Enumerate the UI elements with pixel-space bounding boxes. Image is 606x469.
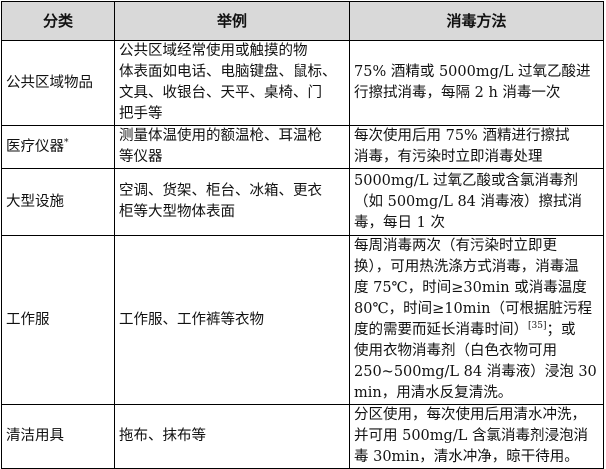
- examples-line: 公共区域经常使用或触摸的物: [119, 43, 308, 59]
- method-line: 分区使用，每次使用后用清水冲洗，: [354, 407, 586, 423]
- table-row: 工作服 工作服、工作裤等衣物 每周消毒两次（有污染时立即更换），可用热洗涤方式消毒，…: [1, 235, 604, 405]
- examples-cell: 工作服、工作裤等衣物: [114, 235, 350, 405]
- method-cell: 75% 酒精或 5000mg/L 过氧乙酸进 行擦拭消毒，每隔 2 h 消毒一次: [349, 40, 604, 126]
- method-line: 行擦拭消毒，每隔 2 h 消毒一次: [354, 85, 561, 101]
- examples-line: 柜等大型物体表面: [119, 204, 235, 220]
- category-text: 工作服: [6, 311, 50, 328]
- examples-line: 等仪器: [119, 149, 163, 165]
- table-row: 清洁用具 拖布、抹布等 分区使用，每次使用后用清水冲洗， 并可用 500mg/L 含氯…: [1, 404, 604, 469]
- examples-line: 体表面如电话、电脑键盘、鼠标、: [119, 64, 337, 80]
- method-cell: 5000mg/L 过氧乙酸或含氯消毒剂 （如 500mg/L 84 消毒液）擦拭消…: [349, 168, 604, 236]
- category-text: 大型设施: [6, 193, 64, 210]
- category-cell: 公共区域物品: [1, 40, 115, 126]
- examples-cell: 空调、货架、柜台、冰箱、更衣 柜等大型物体表面: [114, 168, 350, 236]
- method-cell: 每次使用后用 75% 酒精进行擦拭 消毒，有污染时立即消毒处理: [349, 125, 604, 169]
- method-line: 5000mg/L 过氧乙酸或含氯消毒剂: [354, 172, 579, 189]
- method-line: 度的需要而延长消毒时间）[35]；或: [354, 321, 576, 338]
- category-cell: 清洁用具: [1, 404, 115, 469]
- method-cell: 每周消毒两次（有污染时立即更换），可用热洗涤方式消毒，消毒温度 75℃，时间≥3…: [349, 235, 604, 405]
- examples-line: 拖布、抹布等: [119, 428, 206, 444]
- method-line: 消毒，有污染时立即消毒处理: [354, 149, 543, 165]
- category-text: 公共区域物品: [6, 74, 93, 91]
- category-cell: 医疗仪器*: [1, 125, 115, 169]
- footnote-mark: *: [64, 137, 69, 148]
- method-line: 每周消毒两次（有污染时立即更: [354, 238, 557, 254]
- category-text: 医疗仪器: [6, 138, 64, 155]
- examples-line: 文具、收银台、天平、桌椅、门: [119, 85, 322, 101]
- category-text: 清洁用具: [6, 428, 64, 444]
- method-line: min，用清水反复清洗。: [354, 385, 513, 401]
- method-cell: 分区使用，每次使用后用清水冲洗， 并可用 500mg/L 含氯消毒剂浸泡消毒 30…: [349, 404, 604, 469]
- header-method: 消毒方法: [349, 1, 604, 41]
- header-examples: 举例: [114, 1, 350, 41]
- examples-line: 工作服、工作裤等衣物: [119, 311, 264, 328]
- header-row: 分类 举例 消毒方法: [1, 1, 604, 41]
- method-line: 并可用 500mg/L 含氯消毒剂浸泡消: [354, 428, 588, 444]
- method-line: 度 75℃，时间≥30min 或消毒温度: [354, 280, 587, 296]
- method-line: 250~500mg/L 84 消毒液）浸泡 30: [354, 364, 597, 380]
- method-line: 每次使用后用 75% 酒精进行擦拭: [354, 128, 570, 144]
- method-line: 80℃，时间≥10min（可根据脏污程: [354, 301, 592, 317]
- examples-line: 空调、货架、柜台、冰箱、更衣: [119, 183, 322, 199]
- category-cell: 工作服: [1, 235, 115, 405]
- examples-cell: 测量体温使用的额温枪、耳温枪 等仪器: [114, 125, 350, 169]
- table-row: 公共区域物品 公共区域经常使用或触摸的物体表面如电话、电脑键盘、鼠标、 文具、收银台…: [1, 40, 604, 126]
- table-row: 医疗仪器* 测量体温使用的额温枪、耳温枪 等仪器 每次使用后用 75% 酒精进行擦拭消…: [1, 125, 604, 169]
- method-line: 毒，每日 1 次: [354, 214, 445, 231]
- table-row: 大型设施 空调、货架、柜台、冰箱、更衣 柜等大型物体表面 5000mg/L 过氧乙酸或…: [1, 168, 604, 236]
- examples-line: 把手等: [119, 106, 163, 122]
- method-line: 使用衣物消毒剂（白色衣物可用: [354, 343, 557, 359]
- examples-cell: 公共区域经常使用或触摸的物体表面如电话、电脑键盘、鼠标、 文具、收银台、天平、桌椅…: [114, 40, 350, 126]
- category-cell: 大型设施: [1, 168, 115, 236]
- method-line: 毒 30min，清水冲净，晾干待用。: [354, 449, 579, 465]
- examples-line: 测量体温使用的额温枪、耳温枪: [119, 128, 322, 144]
- method-line: 75% 酒精或 5000mg/L 过氧乙酸进: [354, 64, 591, 80]
- method-line: （如 500mg/L 84 消毒液）擦拭消: [354, 193, 582, 210]
- method-line: 换），可用热洗涤方式消毒，消毒温: [354, 259, 579, 275]
- examples-cell: 拖布、抹布等: [114, 404, 350, 469]
- header-category: 分类: [1, 1, 115, 41]
